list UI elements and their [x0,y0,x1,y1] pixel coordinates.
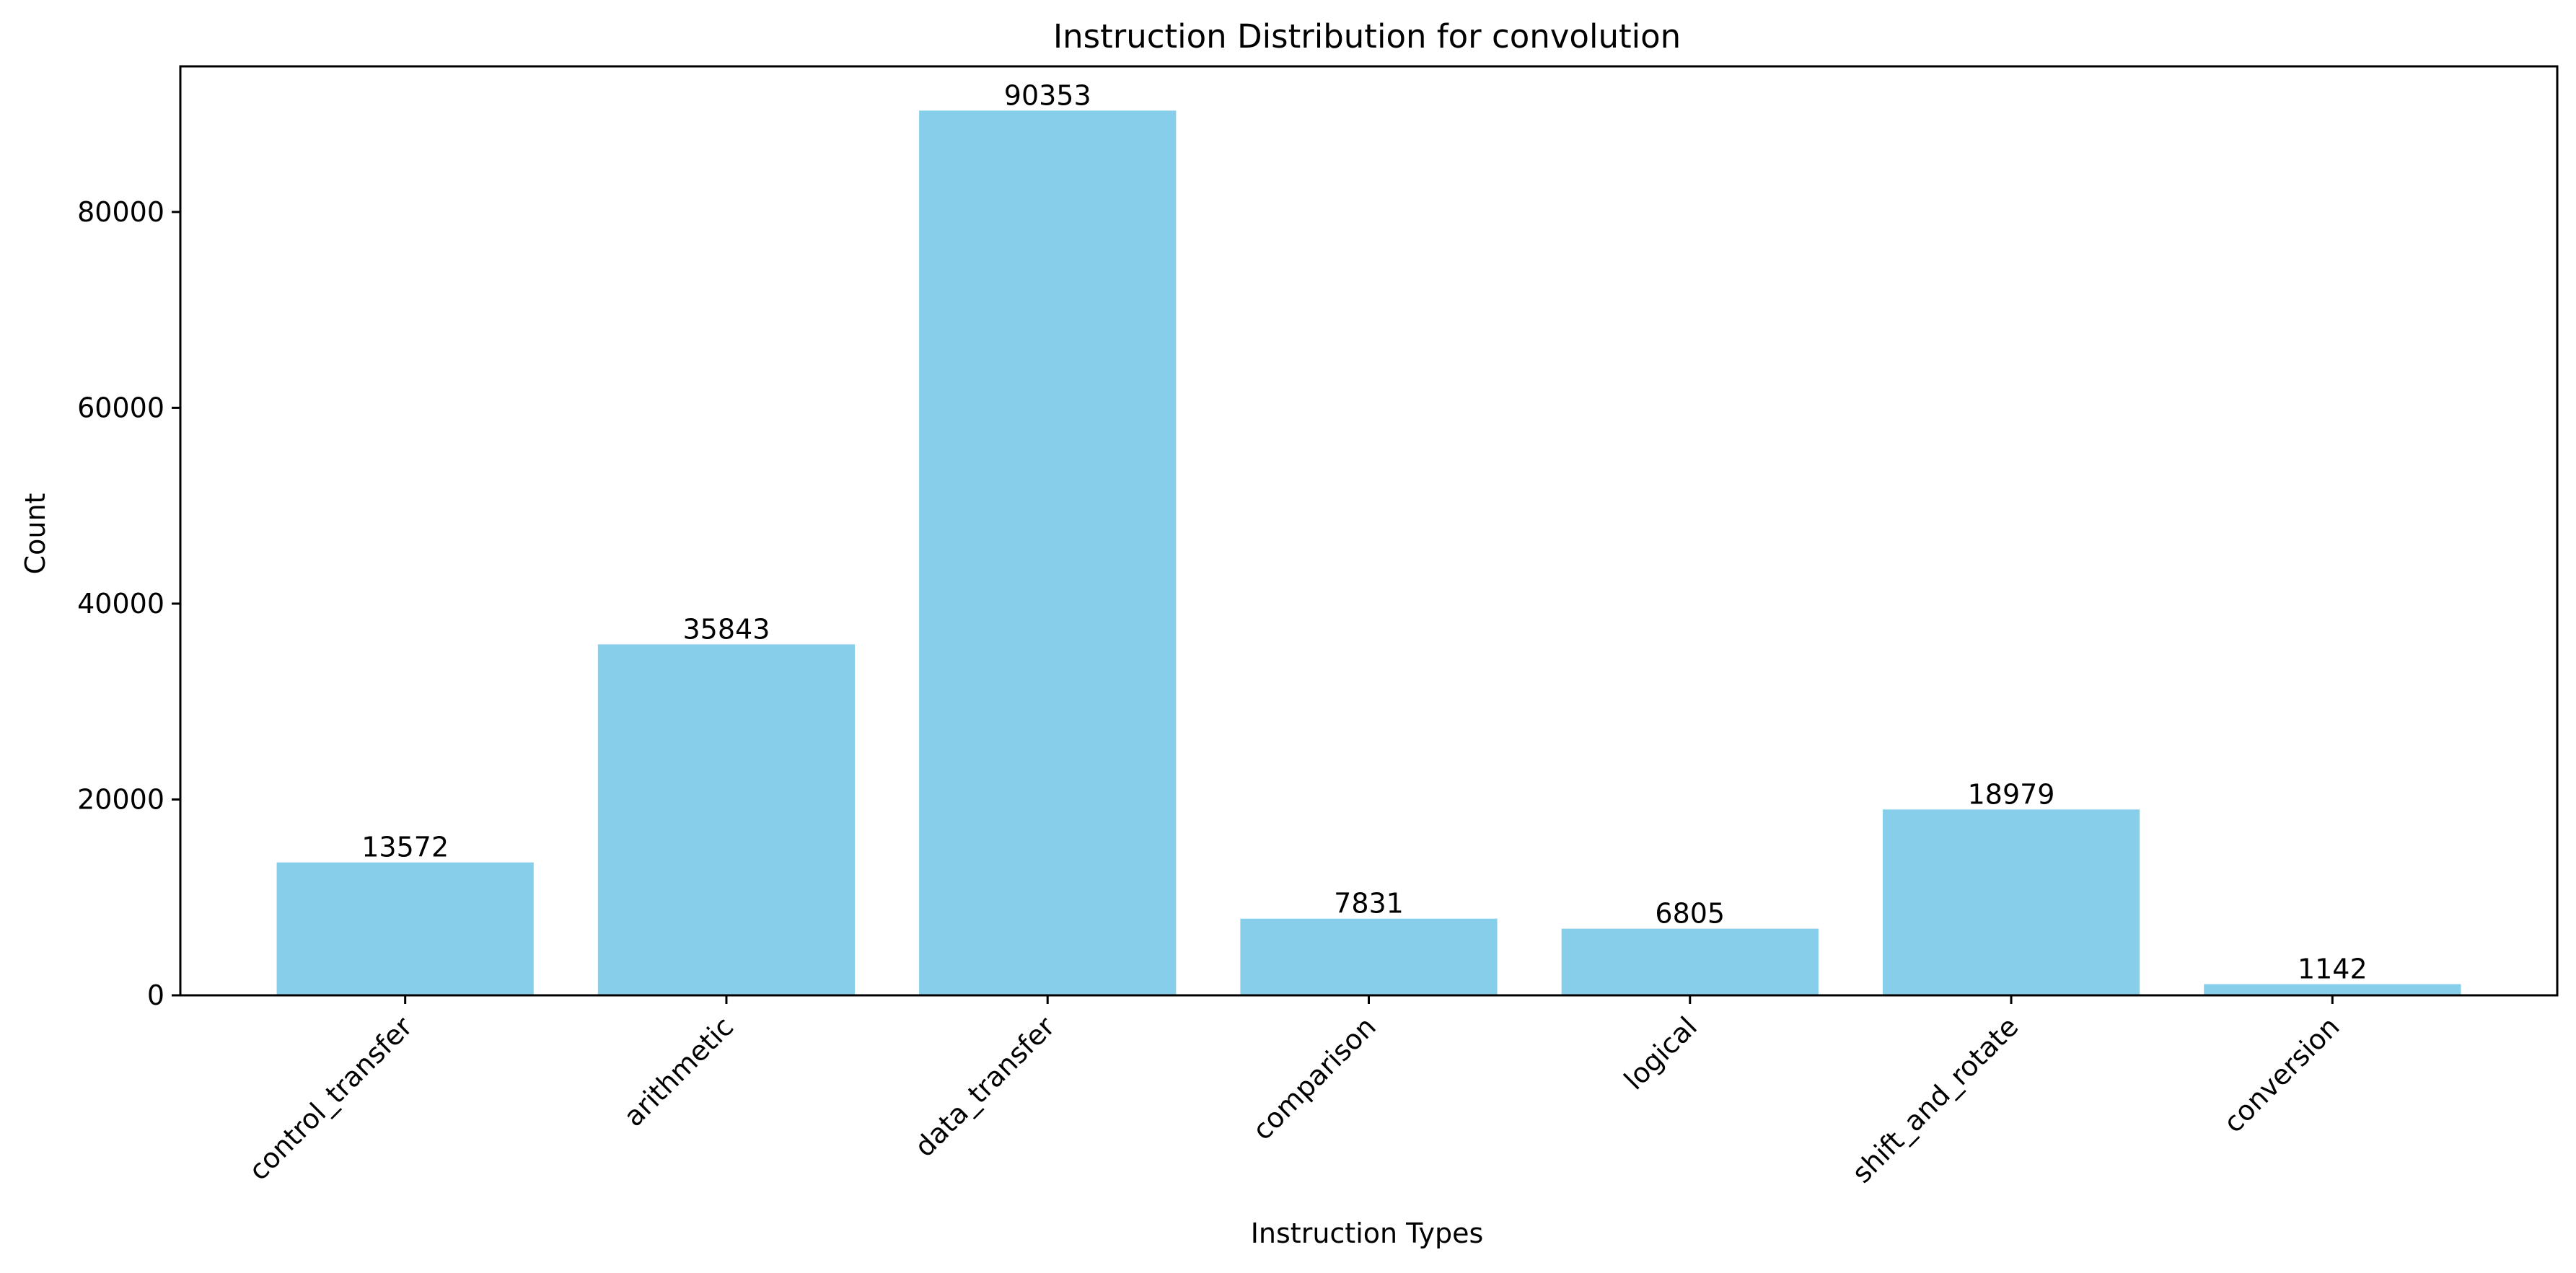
data-label-data_transfer: 90353 [1004,79,1091,111]
y-tick-label: 80000 [77,196,164,228]
bar-shift_and_rotate [1882,809,2140,995]
data-label-logical: 6805 [1655,898,1725,930]
y-tick-label: 60000 [77,392,164,423]
bar-control_transfer [276,862,534,995]
y-tick-label: 0 [147,979,164,1011]
bar-logical [1561,928,1819,995]
y-tick-label: 40000 [77,588,164,620]
y-axis-ticks: 0 20000 40000 60000 80000 [77,196,180,1011]
bar-arithmetic [597,644,856,995]
bar-comparison [1240,918,1498,995]
x-axis-label: Instruction Types [1251,1217,1484,1249]
data-labels-group: 13572 35843 90353 7831 6805 18979 1142 [361,79,2367,985]
data-label-control_transfer: 13572 [361,832,449,863]
chart-title: Instruction Distribution for convolution [1053,17,1681,56]
data-label-shift_and_rotate: 18979 [1968,778,2055,810]
data-label-comparison: 7831 [1334,888,1404,920]
bar-conversion [2204,984,2461,995]
plot-area-frame [179,65,2559,997]
data-label-conversion: 1142 [2298,953,2368,985]
y-axis-label: Count [19,493,51,575]
bar-data_transfer [919,110,1177,995]
bars-group [276,110,2461,995]
data-label-arithmetic: 35843 [683,613,770,645]
y-tick-label: 20000 [77,783,164,815]
